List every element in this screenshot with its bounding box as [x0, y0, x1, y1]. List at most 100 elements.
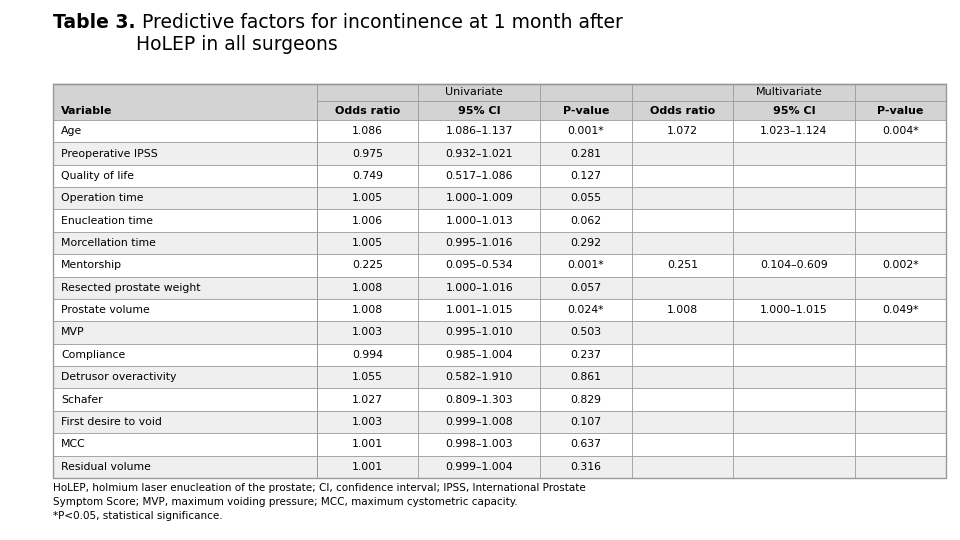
Text: Operation time: Operation time	[61, 193, 143, 203]
Text: 1.055: 1.055	[352, 372, 383, 382]
Text: 1.008: 1.008	[352, 305, 383, 315]
Bar	[53, 456, 947, 478]
Text: 0.062: 0.062	[570, 215, 602, 226]
Text: 0.637: 0.637	[570, 440, 601, 449]
Text: Resected prostate weight: Resected prostate weight	[61, 283, 201, 293]
Bar	[53, 120, 947, 143]
Text: 1.001: 1.001	[352, 462, 383, 472]
Text: 0.809–1.303: 0.809–1.303	[445, 395, 514, 404]
Bar	[53, 84, 947, 120]
Text: 1.005: 1.005	[352, 238, 383, 248]
Text: Predictive factors for incontinence at 1 month after
HoLEP in all surgeons: Predictive factors for incontinence at 1…	[135, 14, 622, 55]
Text: 0.517–1.086: 0.517–1.086	[445, 171, 513, 181]
Bar	[53, 433, 947, 456]
Text: First desire to void: First desire to void	[61, 417, 162, 427]
Text: 0.995–1.016: 0.995–1.016	[445, 238, 513, 248]
Text: 1.000–1.015: 1.000–1.015	[760, 305, 828, 315]
Text: 95% CI: 95% CI	[458, 105, 501, 116]
Bar	[53, 232, 947, 254]
Bar	[53, 210, 947, 232]
Text: 1.006: 1.006	[352, 215, 383, 226]
Text: 0.932–1.021: 0.932–1.021	[445, 148, 513, 159]
Text: 1.003: 1.003	[352, 417, 383, 427]
Text: 0.055: 0.055	[570, 193, 602, 203]
Text: 1.072: 1.072	[667, 126, 698, 136]
Text: 0.582–1.910: 0.582–1.910	[445, 372, 513, 382]
Bar	[53, 187, 947, 210]
Text: Univariate: Univariate	[445, 87, 503, 97]
Text: Residual volume: Residual volume	[61, 462, 151, 472]
Text: 0.049*: 0.049*	[882, 305, 919, 315]
Bar	[53, 84, 947, 478]
Text: MVP: MVP	[61, 327, 84, 338]
Text: 0.251: 0.251	[667, 260, 698, 271]
Text: 0.095–0.534: 0.095–0.534	[445, 260, 514, 271]
Text: International Neurourology Journal 2016;20:59–68: International Neurourology Journal 2016;…	[13, 174, 23, 366]
Text: 1.000–1.013: 1.000–1.013	[445, 215, 514, 226]
Text: 95% CI: 95% CI	[773, 105, 815, 116]
Text: 0.024*: 0.024*	[567, 305, 604, 315]
Text: Compliance: Compliance	[61, 350, 125, 360]
Text: 0.999–1.004: 0.999–1.004	[445, 462, 514, 472]
Bar	[53, 299, 947, 321]
Bar	[53, 343, 947, 366]
Text: 0.975: 0.975	[352, 148, 383, 159]
Text: P-value: P-value	[877, 105, 924, 116]
Text: Prostate volume: Prostate volume	[61, 305, 150, 315]
Text: P-value: P-value	[563, 105, 609, 116]
Text: 0.829: 0.829	[570, 395, 601, 404]
Text: Age: Age	[61, 126, 83, 136]
Text: 0.002*: 0.002*	[882, 260, 919, 271]
Text: 1.000–1.016: 1.000–1.016	[445, 283, 514, 293]
Text: Schafer: Schafer	[61, 395, 103, 404]
Text: 0.104–0.609: 0.104–0.609	[760, 260, 828, 271]
Bar	[53, 276, 947, 299]
Text: 0.292: 0.292	[570, 238, 601, 248]
Text: 0.001*: 0.001*	[567, 260, 604, 271]
Text: 1.086–1.137: 1.086–1.137	[445, 126, 513, 136]
Text: 0.749: 0.749	[352, 171, 383, 181]
Text: 1.086: 1.086	[352, 126, 383, 136]
Text: 0.985–1.004: 0.985–1.004	[445, 350, 514, 360]
Text: 0.994: 0.994	[352, 350, 383, 360]
Bar	[53, 165, 947, 187]
Text: 0.107: 0.107	[570, 417, 602, 427]
Text: 0.004*: 0.004*	[882, 126, 919, 136]
Text: 1.023–1.124: 1.023–1.124	[760, 126, 828, 136]
Bar	[53, 143, 947, 165]
Text: 1.008: 1.008	[667, 305, 698, 315]
Text: 1.003: 1.003	[352, 327, 383, 338]
Text: 0.316: 0.316	[570, 462, 601, 472]
Text: Odds ratio: Odds ratio	[650, 105, 715, 116]
Text: 0.995–1.010: 0.995–1.010	[445, 327, 514, 338]
Bar	[53, 366, 947, 388]
Text: 1.005: 1.005	[352, 193, 383, 203]
Bar	[53, 321, 947, 343]
Text: 0.503: 0.503	[570, 327, 602, 338]
Text: 0.057: 0.057	[570, 283, 602, 293]
Text: Morcellation time: Morcellation time	[61, 238, 156, 248]
Text: 0.127: 0.127	[570, 171, 601, 181]
Text: 1.000–1.009: 1.000–1.009	[445, 193, 514, 203]
Text: 0.001*: 0.001*	[567, 126, 604, 136]
Text: Odds ratio: Odds ratio	[335, 105, 400, 116]
Text: 0.999–1.008: 0.999–1.008	[445, 417, 514, 427]
Text: 0.998–1.003: 0.998–1.003	[445, 440, 514, 449]
Text: Variable: Variable	[61, 105, 112, 116]
Bar	[53, 411, 947, 433]
Text: Quality of life: Quality of life	[61, 171, 134, 181]
Text: Multivariate: Multivariate	[756, 87, 822, 97]
Bar	[53, 254, 947, 276]
Text: 0.237: 0.237	[570, 350, 601, 360]
Text: 1.027: 1.027	[352, 395, 383, 404]
Text: 1.001: 1.001	[352, 440, 383, 449]
Text: Table 3.: Table 3.	[53, 14, 135, 32]
Text: 0.225: 0.225	[352, 260, 383, 271]
Bar	[53, 388, 947, 411]
Text: Preoperative IPSS: Preoperative IPSS	[61, 148, 157, 159]
Text: 0.281: 0.281	[570, 148, 601, 159]
Text: 1.001–1.015: 1.001–1.015	[445, 305, 514, 315]
Text: 0.861: 0.861	[570, 372, 601, 382]
Text: 1.008: 1.008	[352, 283, 383, 293]
Text: Detrusor overactivity: Detrusor overactivity	[61, 372, 177, 382]
